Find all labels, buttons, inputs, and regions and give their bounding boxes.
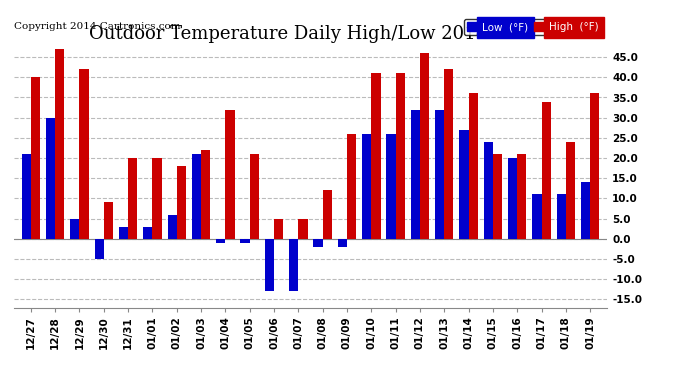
Bar [518,154,526,239]
Bar [460,130,469,239]
Bar [469,93,477,239]
Bar [590,93,600,239]
Text: Copyright 2014 Cartronics.com: Copyright 2014 Cartronics.com [14,21,180,31]
Bar [79,69,89,239]
Bar [557,194,566,239]
Bar [298,219,308,239]
Bar [95,239,103,259]
Bar [216,239,226,243]
Bar [493,154,502,239]
Bar [395,73,405,239]
Bar [265,239,274,291]
Bar [420,53,429,239]
Bar [201,150,210,239]
Bar [371,73,381,239]
Bar [119,227,128,239]
Bar [581,182,590,239]
Title: Outdoor Temperature Daily High/Low 20140120: Outdoor Temperature Daily High/Low 20140… [88,26,533,44]
Legend: Low  (°F), High  (°F): Low (°F), High (°F) [464,19,602,35]
Bar [542,102,551,239]
Bar [323,190,332,239]
Bar [21,154,31,239]
Bar [386,134,395,239]
Bar [168,214,177,239]
Bar [128,158,137,239]
Bar [177,166,186,239]
Bar [362,134,371,239]
Bar [347,134,356,239]
Bar [70,219,79,239]
Bar [435,110,444,239]
Bar [313,239,323,247]
Bar [508,158,518,239]
Bar [31,77,40,239]
Bar [152,158,161,239]
Bar [55,49,64,239]
Bar [274,219,284,239]
Bar [444,69,453,239]
Bar [192,154,201,239]
Bar [240,239,250,243]
Bar [104,202,113,239]
Bar [46,118,55,239]
Bar [411,110,420,239]
Bar [532,194,542,239]
Bar [566,142,575,239]
Bar [226,110,235,239]
Bar [250,154,259,239]
Bar [144,227,152,239]
Bar [289,239,298,291]
Bar [484,142,493,239]
Bar [337,239,347,247]
